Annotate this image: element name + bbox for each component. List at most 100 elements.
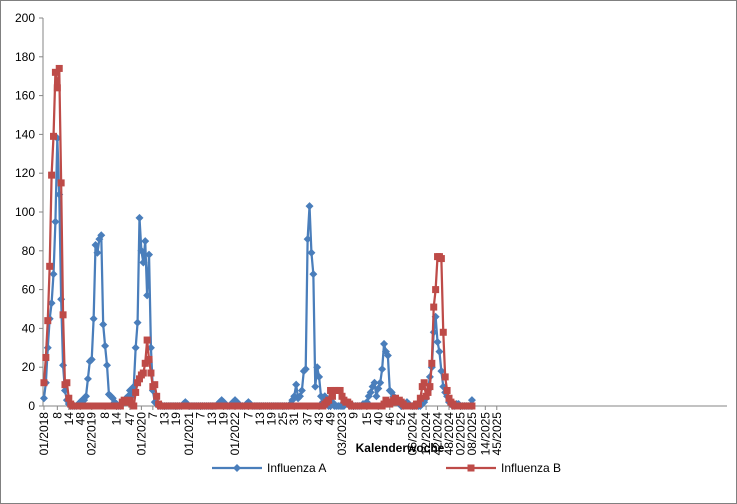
data-point-influenza-a bbox=[297, 386, 306, 395]
data-point-influenza-b bbox=[63, 379, 71, 387]
y-tick-label: 60 bbox=[22, 283, 36, 297]
data-point-influenza-b bbox=[130, 402, 138, 410]
data-point-influenza-a bbox=[143, 291, 152, 300]
data-point-influenza-b bbox=[132, 388, 140, 396]
plot-area bbox=[39, 18, 727, 410]
data-point-influenza-b bbox=[441, 373, 449, 381]
data-point-influenza-a bbox=[93, 248, 102, 257]
data-point-influenza-b bbox=[422, 392, 430, 400]
x-tick-label: 7 bbox=[241, 412, 255, 419]
data-point-influenza-b bbox=[328, 392, 336, 400]
x-tick-label: 13 bbox=[157, 412, 171, 426]
data-point-influenza-a bbox=[305, 202, 314, 211]
data-point-influenza-b bbox=[55, 64, 63, 72]
data-point-influenza-a bbox=[57, 295, 66, 304]
data-point-influenza-b bbox=[428, 359, 436, 367]
x-tick-label: 9 bbox=[346, 412, 360, 419]
x-tick-label: 01/2022 bbox=[228, 412, 242, 456]
data-point-influenza-a bbox=[99, 320, 108, 329]
data-point-influenza-a bbox=[141, 237, 150, 246]
x-tick-label: 43 bbox=[312, 412, 326, 426]
data-point-influenza-a bbox=[372, 392, 381, 401]
data-point-influenza-b bbox=[116, 402, 124, 410]
data-point-influenza-b bbox=[59, 311, 67, 319]
x-tick-label: 13 bbox=[205, 412, 219, 426]
x-tick-label: 08/2025 bbox=[465, 412, 479, 456]
data-point-influenza-a bbox=[133, 318, 142, 327]
data-point-influenza-a bbox=[370, 378, 379, 387]
data-point-influenza-b bbox=[414, 400, 422, 408]
y-tick-label: 140 bbox=[15, 127, 35, 141]
data-point-influenza-b bbox=[327, 386, 335, 394]
x-tick-label: 14 bbox=[110, 412, 124, 426]
x-tick-label: 25 bbox=[276, 412, 290, 426]
data-point-influenza-a bbox=[313, 363, 322, 372]
legend-label-influenza-b: Influenza B bbox=[501, 461, 561, 475]
legend-marker-influenza-a bbox=[233, 464, 241, 472]
data-point-influenza-b bbox=[53, 84, 61, 92]
x-tick-label: 01/2021 bbox=[182, 412, 196, 456]
data-point-influenza-b bbox=[445, 394, 453, 402]
data-point-influenza-b bbox=[126, 396, 134, 404]
data-point-influenza-a bbox=[91, 240, 100, 249]
data-point-influenza-a bbox=[378, 365, 387, 374]
x-tick-label: 37 bbox=[301, 412, 315, 426]
data-point-influenza-b bbox=[145, 355, 153, 363]
data-point-influenza-a bbox=[437, 367, 446, 376]
data-point-influenza-b bbox=[44, 317, 52, 325]
data-point-influenza-b bbox=[426, 383, 434, 391]
data-point-influenza-b bbox=[42, 354, 50, 361]
data-point-influenza-a bbox=[301, 365, 310, 374]
x-tick-label: 02/2019 bbox=[85, 412, 99, 456]
data-point-influenza-a bbox=[139, 258, 148, 267]
data-point-influenza-a bbox=[292, 380, 301, 389]
y-tick-label: 20 bbox=[22, 360, 36, 374]
x-tick-label: 40 bbox=[371, 412, 385, 426]
series-line-influenza-b bbox=[42, 67, 472, 408]
x-tick-label: 15 bbox=[360, 412, 374, 426]
data-point-influenza-b bbox=[134, 379, 142, 387]
data-point-influenza-a bbox=[309, 270, 318, 279]
x-tick-label: 02/2025 bbox=[453, 412, 467, 456]
y-tick-label: 120 bbox=[15, 166, 35, 180]
x-tick-label: 03/2023 bbox=[335, 412, 349, 456]
data-point-influenza-a bbox=[307, 248, 316, 257]
data-point-influenza-a bbox=[87, 355, 96, 364]
data-point-influenza-b bbox=[147, 369, 155, 377]
data-point-influenza-b bbox=[139, 369, 147, 377]
x-tick-label: 01/2020 bbox=[134, 412, 148, 456]
x-tick-label: 45/2025 bbox=[490, 412, 504, 456]
data-point-influenza-b bbox=[416, 394, 424, 402]
data-point-influenza-b bbox=[50, 132, 58, 140]
x-tick-label: 13 bbox=[253, 412, 267, 426]
data-point-influenza-a bbox=[47, 299, 56, 308]
x-tick-label: 42/2024 bbox=[431, 412, 445, 456]
x-tick-label: 48/2024 bbox=[442, 412, 456, 456]
data-point-influenza-b bbox=[392, 394, 400, 402]
y-tick-label: 40 bbox=[22, 321, 36, 335]
data-point-influenza-a bbox=[383, 351, 392, 360]
y-tick-label: 100 bbox=[15, 205, 35, 219]
data-point-influenza-a bbox=[43, 343, 52, 352]
data-point-influenza-a bbox=[51, 217, 60, 226]
data-point-influenza-b bbox=[325, 396, 333, 404]
data-point-influenza-a bbox=[101, 341, 110, 350]
x-tick-label: 8 bbox=[98, 412, 112, 419]
x-tick-label: 19 bbox=[217, 412, 231, 426]
x-tick-label: 46 bbox=[383, 412, 397, 426]
data-point-influenza-b bbox=[51, 68, 59, 76]
data-point-influenza-a bbox=[103, 361, 112, 370]
data-point-influenza-b bbox=[380, 400, 388, 408]
x-tick-label: 31 bbox=[287, 412, 301, 426]
data-point-influenza-b bbox=[424, 388, 432, 396]
data-point-influenza-b bbox=[437, 255, 445, 263]
data-point-influenza-a bbox=[467, 396, 476, 405]
data-point-influenza-a bbox=[81, 392, 90, 401]
x-tick-label: 49 bbox=[324, 412, 338, 426]
data-point-influenza-a bbox=[380, 339, 389, 348]
data-point-influenza-b bbox=[439, 328, 447, 336]
x-tick-label: 12/2024 bbox=[419, 412, 433, 456]
